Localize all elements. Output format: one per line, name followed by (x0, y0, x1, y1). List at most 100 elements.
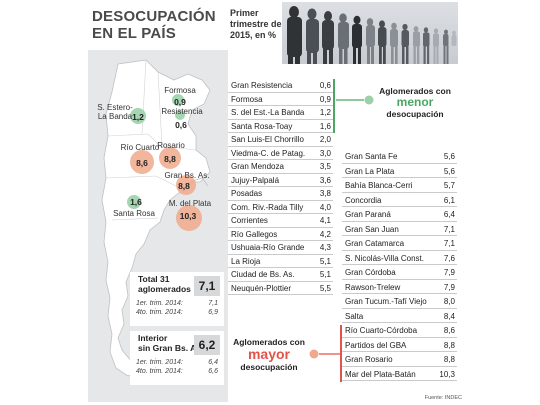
stat-interior-label-1: Interior (138, 333, 168, 343)
row-name: Gran Mendoza (231, 162, 284, 171)
row-name: San Luis-El Chorrillo (231, 135, 304, 144)
row-name: La Rioja (231, 256, 261, 266)
row-name: Río Gallegos (231, 229, 278, 239)
row-name: Concordia (345, 195, 382, 205)
table-row: S. Nicolás-Villa Const. 7,6 (342, 252, 457, 265)
row-name: Formosa (231, 94, 263, 104)
callout-low-big: menor (396, 95, 434, 109)
table-row: Gran La Plata 5,6 (342, 165, 457, 178)
row-value: 7,9 (443, 282, 455, 292)
row-value: 8,4 (443, 311, 455, 321)
row-value: 2,0 (319, 135, 331, 144)
row-name: Neuquén-Plottier (231, 283, 292, 293)
table-row: Viedma-C. de Patag. 3,0 (228, 147, 333, 160)
table-row: Ciudad de Bs. As. 5,1 (228, 268, 333, 282)
title-line-1: DESOCUPACIÓN (92, 8, 216, 25)
row-name: Santa Rosa-Toay (231, 121, 293, 131)
stat-interior-label: Interior sin Gran Bs. As. (130, 331, 224, 353)
row-value: 5,6 (443, 152, 455, 161)
row-name: Posadas (231, 189, 263, 198)
row-name: Gran Paraná (345, 210, 391, 219)
row-value: 0,6 (319, 81, 331, 90)
marker-resistencia (175, 110, 185, 120)
subtitle: Primer trimestre de 2015, en % (230, 8, 282, 41)
row-name: Corrientes (231, 216, 268, 225)
high-highlight-bar (340, 325, 342, 382)
history-period: 1er. trim. 2014: (136, 359, 183, 366)
row-value: 3,8 (319, 189, 331, 198)
map-label-resistencia: Resistencia (161, 107, 203, 116)
marker-riocuarto (130, 150, 154, 174)
table-row: S. del Est.-La Banda 1,2 (228, 106, 333, 120)
low-highlight-bar (333, 79, 335, 133)
history-period: 1er. trim. 2014: (136, 300, 183, 307)
history-value: 7,1 (208, 300, 218, 307)
row-value: 6,4 (443, 210, 455, 219)
table-row: La Rioja 5,1 (228, 255, 333, 268)
row-value: 8,0 (443, 297, 455, 306)
stat-interior: Interior sin Gran Bs. As. 6,2 1er. trim.… (130, 331, 224, 385)
callout-high: Aglomerados con mayor desocupación (226, 337, 312, 372)
map-value-riocuarto: 8,6 (136, 158, 148, 168)
history-period: 4to. trim. 2014: (136, 368, 183, 375)
low-connector (336, 95, 374, 105)
table-row: Mar del Plata-Batán 10,3 (342, 368, 457, 381)
table-row: San Luis-El Chorrillo 2,0 (228, 133, 333, 147)
callout-low-line1: Aglomerados con (379, 86, 451, 96)
marker-mdelplata (176, 205, 202, 231)
marker-granbsas (176, 175, 196, 195)
marker-rosario (159, 147, 181, 169)
source-note: Fuente: INDEC (424, 395, 462, 401)
stat-interior-label-2: sin Gran Bs. As. (138, 343, 204, 353)
high-connector (309, 349, 340, 359)
map-value-mdelplata: 10,3 (179, 211, 197, 221)
callout-high-line3: desocupación (240, 362, 298, 372)
row-value: 4,2 (319, 229, 331, 239)
row-name: Ushuaia-Río Grande (231, 243, 305, 252)
callout-low: Aglomerados con menor desocupación (368, 86, 462, 119)
subtitle-line-1: Primer (230, 8, 259, 18)
row-name: Río Cuarto-Córdoba (345, 326, 418, 335)
row-value: 4,1 (319, 216, 331, 225)
stat-total-label-2: aglomerados (138, 284, 191, 294)
row-name: Gran Santa Fe (345, 152, 398, 161)
row-value: 7,9 (443, 268, 455, 277)
row-value: 5,1 (319, 270, 331, 279)
table-row: Río Gallegos 4,2 (228, 228, 333, 241)
row-value: 10,3 (439, 369, 455, 379)
subtitle-line-3: 2015, en % (230, 30, 277, 40)
page-title: DESOCUPACIÓN EN EL PAÍS (92, 8, 216, 42)
row-value: 3,5 (319, 162, 331, 171)
stat-total-label: Total 31 aglomerados (130, 272, 224, 294)
table-row: Com. Riv.-Rada Tilly 4,0 (228, 201, 333, 214)
table-row: Gran Resistencia 0,6 (228, 79, 333, 93)
table-row: Rawson-Trelew 7,9 (342, 281, 457, 294)
stat-interior-history-2: 4to. trim. 2014: 6,6 (136, 367, 224, 376)
map-value-rosario: 8,8 (164, 154, 176, 164)
map-label-sestero: S. Estero-La Banda (97, 103, 133, 121)
subtitle-line-2: trimestre de (230, 19, 282, 29)
row-value: 5,6 (443, 166, 455, 176)
table-row: Concordia 6,1 (342, 194, 457, 207)
row-name: S. Nicolás-Villa Const. (345, 253, 424, 263)
map-label-riocuarto: Río Cuarto (120, 143, 160, 152)
row-name: S. del Est.-La Banda (231, 108, 305, 117)
table-row: Gran San Juan 7,1 (342, 223, 457, 236)
table-row: Río Cuarto-Córdoba 8,6 (342, 324, 457, 338)
map-label-santarosa: Santa Rosa (113, 209, 155, 218)
table-row: Jujuy-Palpalá 3,6 (228, 174, 333, 187)
row-name: Rawson-Trelew (345, 282, 401, 292)
row-value: 0,9 (319, 94, 331, 104)
row-value: 1,2 (319, 108, 331, 117)
row-value: 8,8 (443, 340, 455, 350)
row-name: Gran Resistencia (231, 81, 293, 90)
crowd-photo (282, 2, 458, 64)
row-value: 3,6 (319, 175, 331, 185)
row-name: Mar del Plata-Batán (345, 369, 416, 379)
map-value-resistencia: 0,6 (175, 120, 187, 130)
row-name: Viedma-C. de Patag. (231, 148, 306, 158)
stat-total: Total 31 aglomerados 7,1 1er. trim. 2014… (130, 272, 224, 326)
map-label-rosario: Rosario (157, 141, 185, 150)
stat-total-label-1: Total 31 (138, 274, 170, 284)
